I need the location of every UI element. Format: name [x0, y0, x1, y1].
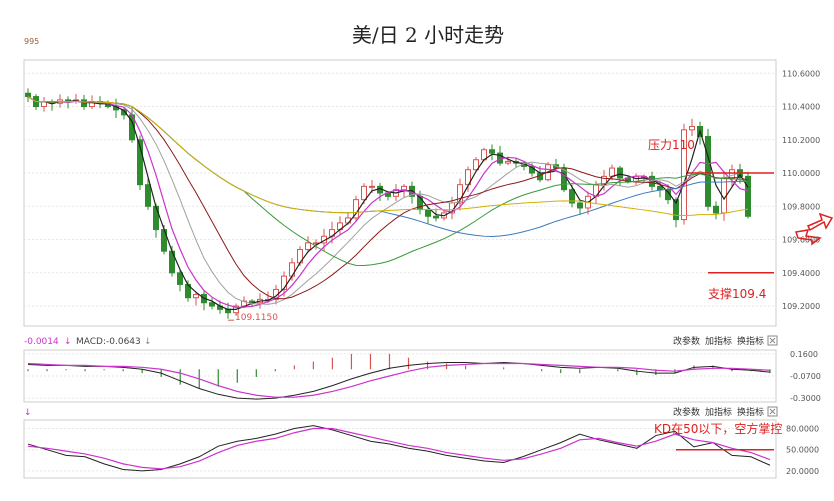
kd-button-change-params[interactable]: 改参数: [673, 406, 700, 418]
moving-average-line: [27, 96, 749, 216]
candle-body: [657, 185, 663, 191]
candle-body: [281, 275, 287, 290]
candle-body: [361, 185, 367, 201]
candle-body: [689, 126, 695, 131]
kd-panel-frame: [23, 419, 777, 479]
candle-body: [153, 205, 159, 231]
macd-y-tick-label: -0.3000: [790, 394, 821, 403]
candle-body: [25, 92, 31, 98]
main-panel-frame: [23, 59, 777, 327]
candle-body: [473, 159, 479, 171]
candle-body: [369, 185, 375, 188]
macd-left-value: -0.0014: [24, 337, 59, 347]
double-arrow-icon: [795, 212, 834, 246]
main-y-tick-label: 110.0000: [782, 169, 820, 178]
candle-body: [305, 242, 311, 251]
candle-body: [193, 293, 199, 299]
macd-down-arrow-icon: ↓: [64, 337, 72, 347]
low-price-label: 109.1150: [235, 313, 278, 323]
candle-body: [617, 167, 623, 179]
macd-close-icon[interactable]: [767, 335, 778, 346]
moving-average-line: [27, 96, 749, 308]
candle-body: [401, 185, 407, 191]
moving-average-line: [27, 96, 749, 237]
kd-y-tick-label: 50.0000: [786, 446, 819, 455]
candle-body: [601, 175, 607, 186]
kd-close-icon[interactable]: [767, 406, 778, 417]
main-y-tick-label: 109.4000: [782, 269, 820, 278]
candle-body: [145, 184, 151, 207]
main-y-tick-label: 109.6000: [782, 236, 820, 245]
kd-y-tick-label: 20.0000: [786, 467, 819, 476]
macd-y-tick-label: -0.0700: [790, 372, 821, 381]
candle-body: [137, 139, 143, 186]
candle-body: [457, 184, 463, 204]
main-y-tick-label: 110.4000: [782, 103, 820, 112]
top-left-label: 995: [24, 37, 39, 46]
candle-body: [433, 215, 439, 219]
kd-d-line: [27, 427, 771, 470]
macd-dif-line: [27, 362, 771, 400]
main-y-tick-label: 109.8000: [782, 202, 820, 211]
candle-body: [505, 160, 511, 164]
kd-note-label: KD在50以下，空方掌控: [654, 421, 782, 436]
moving-average-line: [27, 96, 749, 305]
moving-average-line: [27, 96, 749, 300]
macd-button-switch-indicator[interactable]: 换指标: [737, 335, 764, 347]
macd-down-arrow-icon-2: ↓: [144, 337, 152, 347]
macd-button-add-indicator[interactable]: 加指标: [705, 335, 732, 347]
chart-title: 美/日 2 小时走势: [352, 23, 504, 47]
candle-body: [489, 149, 495, 154]
candle-body: [577, 202, 583, 209]
kd-down-arrow-icon: ↓: [24, 408, 32, 418]
candle-body: [673, 199, 679, 221]
kd-k-line: [27, 425, 771, 472]
candle-body: [713, 205, 719, 214]
candle-body: [425, 209, 431, 217]
main-y-tick-label: 110.2000: [782, 136, 820, 145]
candle-body: [705, 135, 711, 207]
candle-body: [609, 167, 615, 177]
candle-body: [745, 175, 751, 217]
candle-body: [177, 272, 183, 285]
kd-panel: 80.0000 50.0000 20.0000: [23, 419, 819, 479]
macd-y-tick-label: 0.1600: [790, 350, 818, 359]
kd-button-switch-indicator[interactable]: 换指标: [737, 406, 764, 418]
candle-body: [569, 189, 575, 204]
moving-average-line: [27, 96, 749, 310]
macd-value-label: MACD:-0.0643: [76, 337, 141, 347]
macd-panel: 0.1600 -0.0700 -0.3000: [23, 349, 821, 403]
main-y-tick-label: 109.2000: [782, 302, 820, 311]
kd-button-add-indicator[interactable]: 加指标: [705, 406, 732, 418]
support-label: 支撑109.4: [708, 286, 766, 301]
candle-body: [209, 302, 215, 307]
kd-y-tick-label: 80.0000: [786, 424, 819, 433]
macd-dea-line: [27, 362, 771, 398]
resistance-label: 压力110: [648, 138, 695, 152]
candle-body: [729, 169, 735, 179]
main-y-tick-label: 110.6000: [782, 69, 820, 78]
macd-button-change-params[interactable]: 改参数: [673, 335, 700, 347]
main-price-panel: 110.6000 110.4000 110.2000 110.0000 109.8000…: [23, 59, 820, 327]
